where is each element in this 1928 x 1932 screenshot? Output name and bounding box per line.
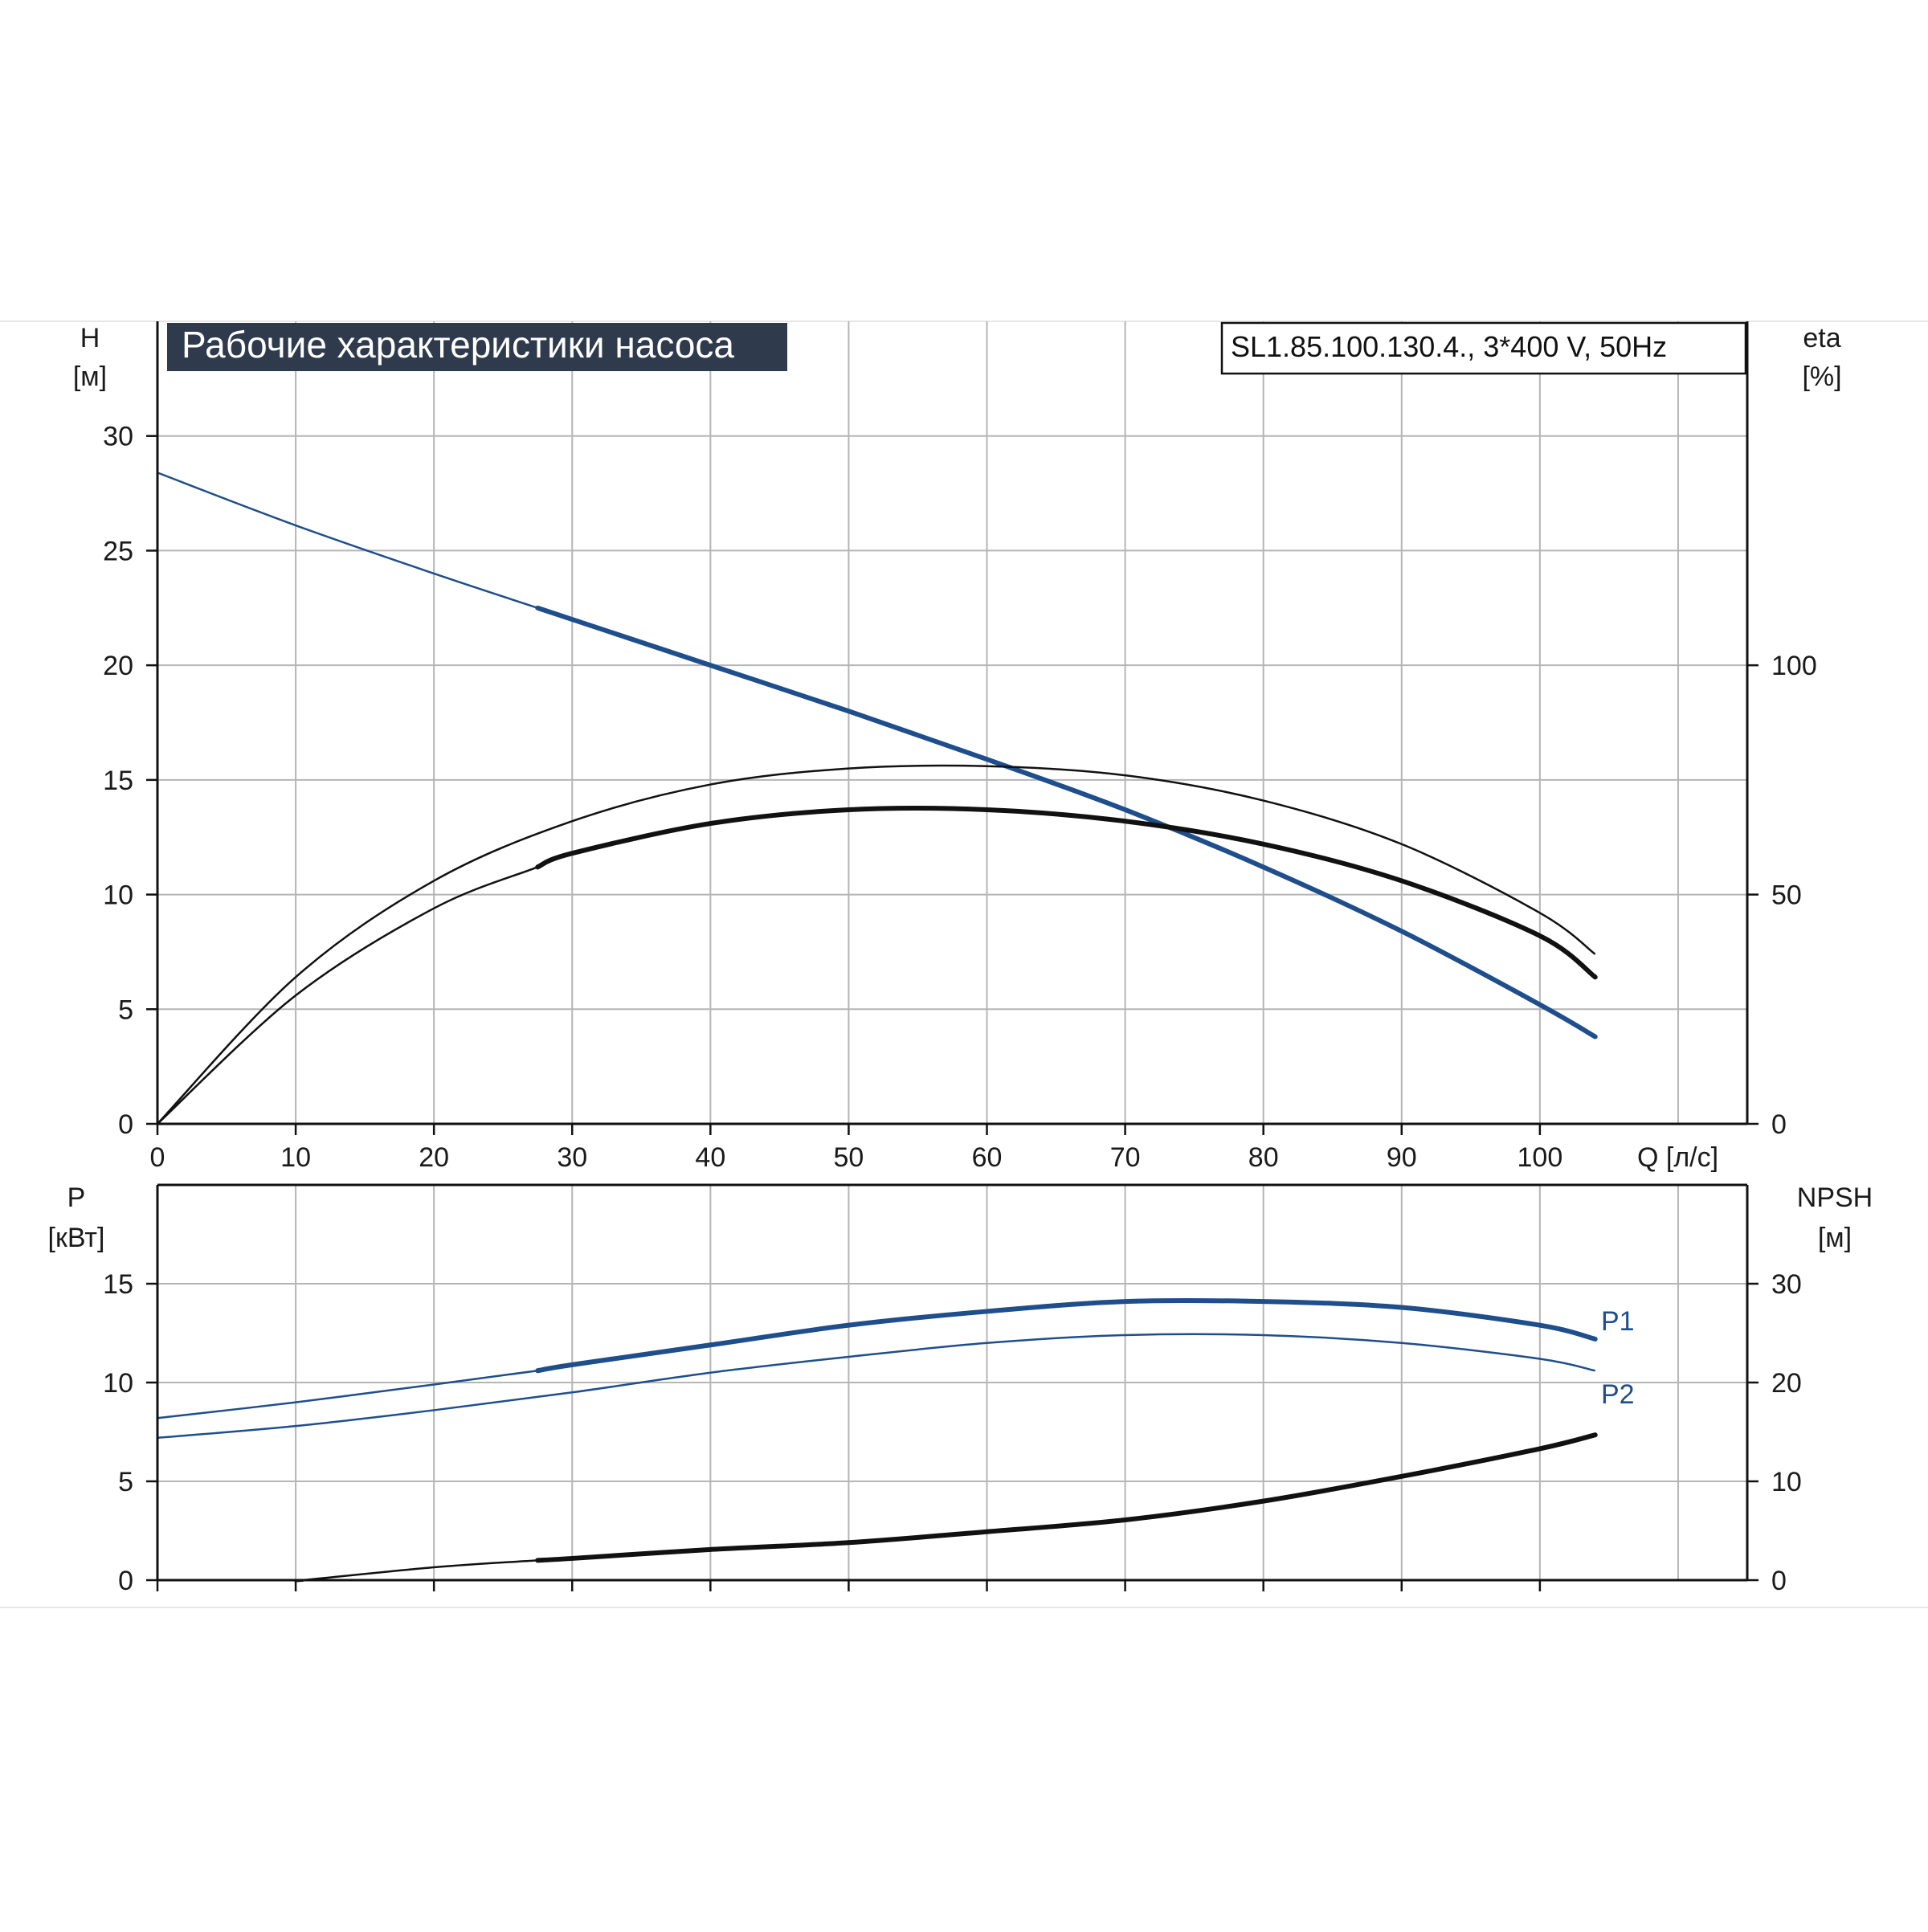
series-layer xyxy=(157,472,1598,1583)
top-x-tick-label: 0 xyxy=(150,1142,165,1173)
y2-axis-unit-npsh: [м] xyxy=(1818,1223,1852,1253)
series-eta2 xyxy=(157,807,1596,1125)
top-x-tick-label: 50 xyxy=(834,1142,864,1173)
y-axis-unit-h: [м] xyxy=(73,361,107,392)
series-P1-operating-range xyxy=(535,1297,1598,1374)
top-y2-tick-label: 0 xyxy=(1771,1109,1787,1140)
top-y-tick-label: 5 xyxy=(118,995,133,1025)
y-axis-title-p: P xyxy=(67,1182,86,1213)
top-x-tick-label: 30 xyxy=(557,1142,587,1173)
top-x-tick-label: 10 xyxy=(280,1142,311,1173)
top-y2-tick-label: 50 xyxy=(1771,880,1802,911)
y2-axis-unit-eta: [%] xyxy=(1802,361,1841,392)
top-x-tick-label: 70 xyxy=(1110,1142,1141,1173)
series-P1 xyxy=(157,1299,1596,1419)
bottom-y2-tick-label: 10 xyxy=(1771,1467,1802,1497)
chart-title: Рабочие характеристики насоса xyxy=(182,324,734,366)
top-x-tick-label: 20 xyxy=(419,1142,449,1173)
bottom-y2-tick-label: 0 xyxy=(1771,1566,1787,1596)
y2-axis-title-npsh: NPSH xyxy=(1797,1182,1873,1213)
y2-axis-title-eta: eta xyxy=(1803,323,1840,353)
top-x-tick-label: 60 xyxy=(972,1142,1003,1173)
bottom-y2-tick-label: 30 xyxy=(1771,1269,1802,1300)
bottom-y-tick-label: 5 xyxy=(118,1467,133,1497)
series-H xyxy=(157,472,1596,1038)
series-NPSH xyxy=(157,1433,1596,1583)
bottom-grid xyxy=(157,1185,1747,1580)
series-eta2-operating-range xyxy=(535,805,1598,980)
bottom-y-tick-label: 10 xyxy=(103,1368,133,1399)
series-label-p2: P2 xyxy=(1601,1379,1635,1410)
y-axis-title-h: H xyxy=(80,323,100,353)
top-x-tick-label: 80 xyxy=(1248,1142,1279,1173)
top-x-tick-label: 90 xyxy=(1387,1142,1417,1173)
bottom-y2-tick-label: 20 xyxy=(1771,1368,1802,1399)
title-box xyxy=(167,323,787,371)
model-box xyxy=(1220,321,1747,375)
series-P2 xyxy=(157,1333,1595,1440)
top-x-tick-label: 40 xyxy=(695,1142,725,1173)
top-y-tick-label: 15 xyxy=(103,766,133,796)
bottom-y-tick-label: 15 xyxy=(103,1269,133,1300)
series-eta1 xyxy=(157,764,1596,1125)
y-axis-unit-p: [кВт] xyxy=(48,1223,105,1253)
top-y-tick-label: 10 xyxy=(103,880,133,911)
series-NPSH-operating-range xyxy=(535,1432,1598,1563)
bottom-y-tick-label: 0 xyxy=(118,1566,133,1596)
top-y-tick-label: 20 xyxy=(103,651,133,681)
top-y-tick-label: 0 xyxy=(118,1109,133,1140)
model-label: SL1.85.100.130.4., 3*400 V, 50Hz xyxy=(1231,330,1667,363)
series-H-operating-range xyxy=(535,605,1598,1040)
axes-layer xyxy=(156,321,1749,1582)
series-label-p1: P1 xyxy=(1601,1306,1635,1337)
top-y2-tick-label: 100 xyxy=(1771,651,1817,681)
top-x-tick-label: 100 xyxy=(1517,1142,1563,1173)
x-axis-title-q: Q [л/с] xyxy=(1637,1142,1718,1173)
top-y-tick-label: 30 xyxy=(103,422,133,452)
top-y-tick-label: 25 xyxy=(103,536,133,566)
top-grid xyxy=(157,321,1747,1124)
